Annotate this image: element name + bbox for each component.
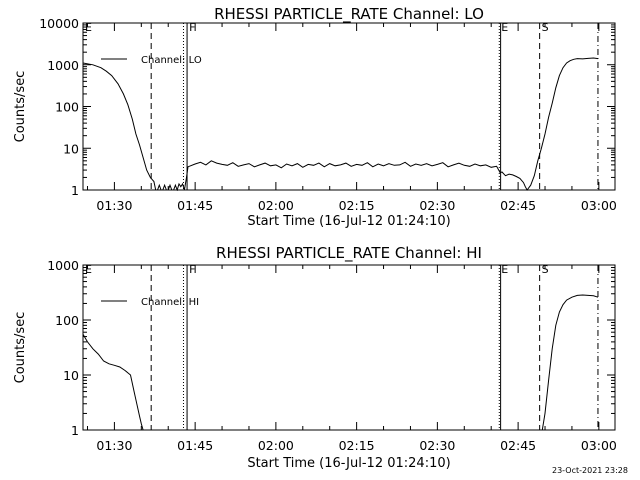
event-marker-label: E — [85, 21, 92, 34]
y-tick-label: 10000 — [39, 16, 79, 31]
y-axis-label: Counts/sec — [13, 312, 28, 384]
y-tick-label: 10 — [63, 368, 79, 383]
x-tick-label: 02:30 — [419, 438, 455, 453]
y-tick-label: 1000 — [47, 258, 79, 273]
x-tick-label: 02:00 — [258, 438, 294, 453]
legend-label: Channel: LO — [141, 55, 202, 66]
plot-frame — [82, 264, 616, 431]
x-tick-label: 02:15 — [339, 438, 375, 453]
y-axis-label: Counts/sec — [13, 71, 28, 143]
x-tick-label: 01:45 — [177, 438, 213, 453]
x-tick-label: 02:45 — [500, 198, 536, 213]
legend-label: Channel: HI — [141, 297, 199, 308]
x-tick-label: 01:45 — [177, 198, 213, 213]
event-marker-label: F — [189, 263, 195, 276]
event-marker-label: F — [189, 21, 195, 34]
x-tick-label: 03:00 — [581, 438, 617, 453]
chart-title: RHESSI PARTICLE_RATE Channel: HI — [216, 244, 482, 263]
x-axis-label: Start Time (16-Jul-12 01:24:10) — [247, 456, 450, 471]
x-tick-label: 02:00 — [258, 198, 294, 213]
x-tick-label: 02:30 — [419, 198, 455, 213]
y-tick-label: 1 — [71, 423, 79, 438]
y-tick-label: 10 — [63, 141, 79, 156]
chart-panel-1: RHESSI PARTICLE_RATE Channel: LO 01:30 01:… — [13, 5, 617, 229]
series-line — [83, 57, 599, 191]
chart-panel-2: RHESSI PARTICLE_RATE Channel: HI 01:30 01:… — [13, 244, 617, 471]
x-tick-label: 03:00 — [581, 198, 617, 213]
x-tick-label: 02:45 — [500, 438, 536, 453]
event-marker-label: S — [542, 263, 549, 276]
footer-timestamp: 23-Oct-2021 23:28 — [552, 466, 628, 475]
event-marker-label: E — [501, 263, 508, 276]
x-tick-label: 01:30 — [96, 438, 132, 453]
series-line — [83, 294, 599, 431]
y-tick-label: 1000 — [47, 58, 79, 73]
y-tick-label: 100 — [55, 313, 79, 328]
x-axis-label: Start Time (16-Jul-12 01:24:10) — [247, 214, 450, 229]
event-marker-label: E — [85, 263, 92, 276]
x-tick-label: 02:15 — [339, 198, 375, 213]
x-tick-label: 01:30 — [96, 198, 132, 213]
event-marker-label: E — [501, 21, 508, 34]
chart-title: RHESSI PARTICLE_RATE Channel: LO — [214, 5, 484, 24]
y-tick-label: 1 — [71, 183, 79, 198]
y-tick-label: 100 — [55, 100, 79, 115]
event-marker-label: S — [542, 21, 549, 34]
